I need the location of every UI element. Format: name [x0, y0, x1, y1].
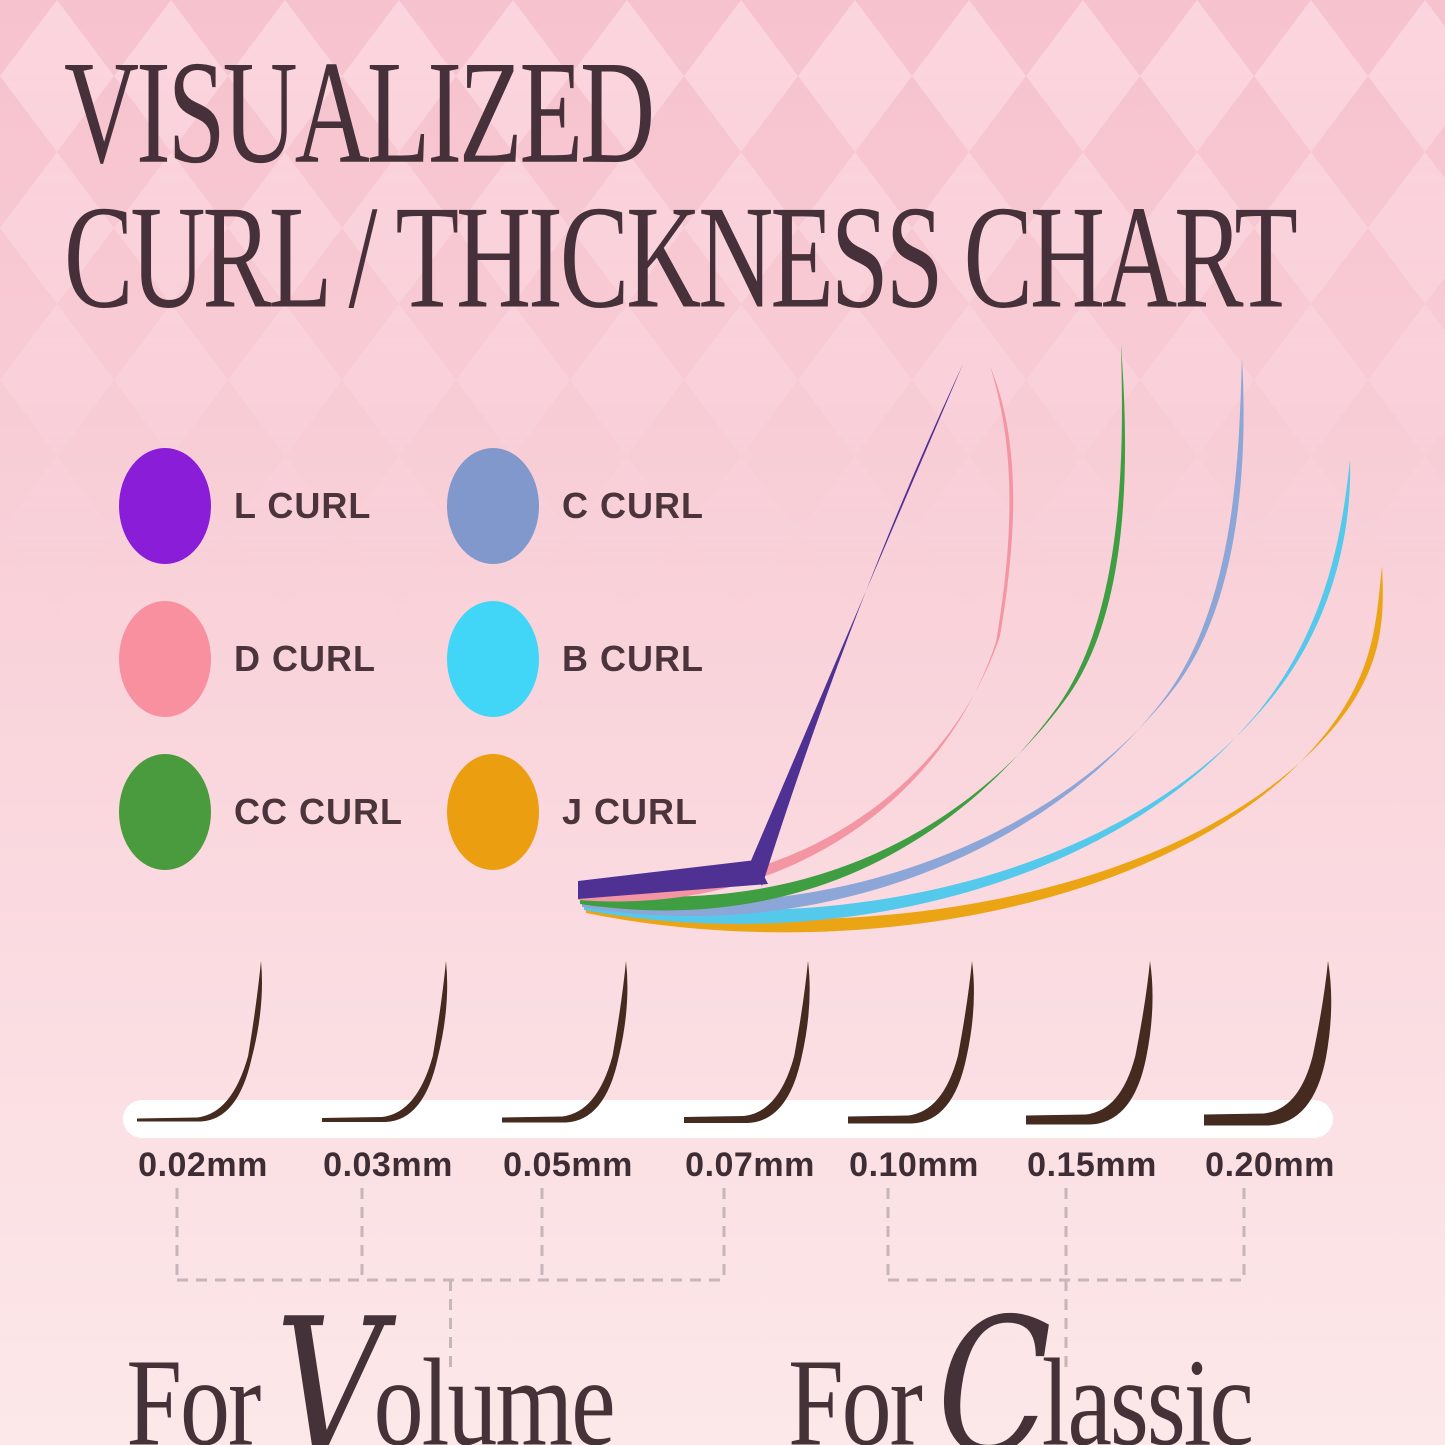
for-classic-initial: C [936, 1279, 1052, 1445]
for-volume-initial: V [275, 1279, 383, 1445]
thickness-label-020: 0.20mm [1205, 1146, 1335, 1184]
curl-curve-l-curl [578, 860, 768, 899]
curl-curve-j-curl [586, 566, 1383, 933]
legend-label: C CURL [562, 484, 704, 526]
for-classic-prefix: For [788, 1333, 923, 1445]
legend-item-l-curl: L CURL [119, 429, 447, 582]
group-brackets [175, 1188, 1246, 1374]
d-curl-color-dot [119, 600, 211, 717]
group-label-for-volume: For Volume [115, 1272, 625, 1445]
legend-label: J CURL [562, 790, 699, 832]
group-label-for-classic: For Classic [765, 1272, 1275, 1445]
legend-item-cc-curl: CC CURL [119, 735, 447, 888]
c-curl-color-dot [447, 447, 539, 564]
legend-label: D CURL [234, 637, 376, 679]
page-title-line1: VISUALIZED [64, 31, 655, 195]
legend-label: L CURL [234, 484, 372, 526]
thickness-label-003: 0.03mm [323, 1146, 453, 1184]
thickness-label-015: 0.15mm [1027, 1146, 1157, 1184]
cc-curl-color-dot [119, 753, 211, 870]
for-volume-rest: olume [373, 1333, 616, 1445]
thickness-label-010: 0.10mm [849, 1146, 979, 1184]
for-volume-prefix: For [126, 1333, 261, 1445]
lash-0.15mm [1026, 961, 1153, 1125]
thickness-label-002: 0.02mm [138, 1146, 268, 1184]
lash-0.02mm [137, 961, 262, 1122]
legend-label: CC CURL [234, 790, 403, 832]
b-curl-color-dot [447, 600, 539, 717]
lash-0.07mm [684, 961, 810, 1123]
curl-curves-group [578, 344, 1383, 933]
legend-item-b-curl: B CURL [447, 582, 867, 735]
diamond-pattern-area [0, 0, 1445, 620]
for-classic-rest: lassic [1041, 1333, 1254, 1445]
legend-item-c-curl: C CURL [447, 429, 867, 582]
page-title: VISUALIZED CURL / THICKNESS CHART [64, 31, 1298, 340]
legend-item-d-curl: D CURL [119, 582, 447, 735]
l-curl-color-dot [119, 447, 211, 564]
lash-0.03mm [322, 961, 448, 1122]
lash-0.10mm [848, 961, 974, 1124]
page-title-line2: CURL / THICKNESS CHART [64, 175, 1298, 340]
lash-0.05mm [502, 961, 628, 1123]
legend-label: B CURL [562, 637, 704, 679]
thickness-label-007: 0.07mm [685, 1146, 815, 1184]
thickness-label-005: 0.05mm [503, 1146, 633, 1184]
curl-legend: L CURL C CURL D CURL B CURL CC CURL J CU… [119, 429, 867, 888]
curl-curve-l-curl [750, 364, 963, 886]
j-curl-color-dot [447, 753, 539, 870]
legend-item-j-curl: J CURL [447, 735, 867, 888]
